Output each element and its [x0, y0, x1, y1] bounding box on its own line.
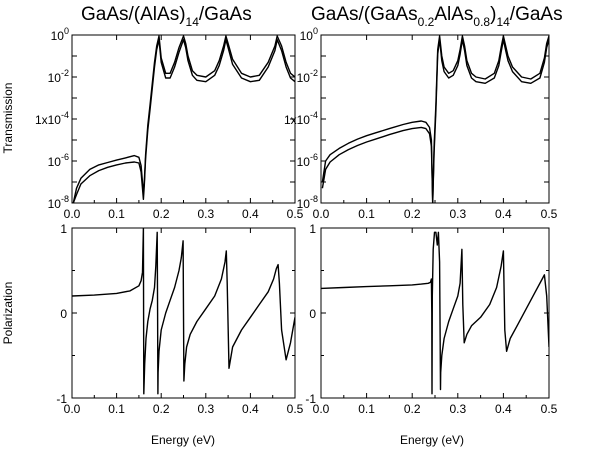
x-tick-label: 0.3: [449, 207, 466, 221]
x-tick-label: 0.1: [108, 207, 125, 221]
y-tick-label: 1: [309, 222, 316, 236]
y-tick-label: 0: [60, 307, 67, 321]
series-line-1: [72, 228, 295, 395]
series-line-1: [72, 35, 295, 203]
x-tick-label: 0.0: [64, 402, 81, 416]
x-tick-label: 0.4: [242, 402, 259, 416]
x-tick-label: 0.5: [287, 207, 304, 221]
x-tick-label: 0.5: [287, 402, 304, 416]
y-tick-label: 10-2: [297, 68, 318, 85]
polarization-plot-right: 0.0 0.1 0.2 0.3 0.4 0.5 -1 0 1: [305, 222, 557, 416]
y-tick-label: 100: [51, 26, 69, 43]
x-tick-label: 0.2: [404, 402, 421, 416]
y-tick-label: 10-6: [297, 152, 318, 169]
x-tick-label: 0.4: [495, 402, 512, 416]
x-axis-label-right: Energy (eV): [400, 433, 464, 447]
y-tick-label: -1: [56, 392, 67, 406]
transmission-plot-left: 0.0 0.1 0.2 0.3 0.4 0.5 10-8 10-6 1x10-4 10-2 100: [35, 26, 304, 221]
x-tick-label: 0.3: [449, 402, 466, 416]
y-tick-label: 1: [60, 222, 67, 236]
plot-frame: [320, 227, 550, 399]
x-tick-label: 0.4: [242, 207, 259, 221]
x-tick-label: 0.0: [64, 207, 81, 221]
x-tick-label: 0.1: [108, 402, 125, 416]
series-line-1: [321, 231, 549, 395]
panel-title-left: GaAs/(AlAs)14/GaAs: [81, 4, 252, 29]
y-tick-label: 10-2: [48, 68, 69, 85]
series-line-1: [321, 35, 549, 203]
y-axis-label-polarization: Polarization: [1, 282, 15, 345]
x-tick-label: 0.3: [197, 402, 214, 416]
x-tick-label: 0.4: [495, 207, 512, 221]
y-tick-label: -1: [305, 392, 316, 406]
series-line-2: [321, 39, 549, 203]
x-tick-label: 0.1: [358, 402, 375, 416]
x-tick-label: 0.1: [358, 207, 375, 221]
x-tick-label: 0.2: [153, 207, 170, 221]
x-tick-label: 0.2: [404, 207, 421, 221]
y-tick-label: 10-6: [48, 152, 69, 169]
y-tick-label: 10-8: [297, 194, 318, 211]
x-tick-label: 0.2: [153, 402, 170, 416]
x-tick-label: 0.0: [313, 207, 330, 221]
x-tick-label: 0.5: [541, 207, 558, 221]
y-tick-label: 1x10-4: [284, 110, 318, 127]
x-tick-label: 0.5: [541, 402, 558, 416]
y-axis-label-transmission: Transmission: [1, 83, 15, 154]
series-line-2: [72, 39, 295, 203]
x-tick-label: 0.3: [197, 207, 214, 221]
panel-title-right: GaAs/(GaAs0.2AlAs0.8)14/GaAs: [311, 4, 563, 29]
x-axis-label-left: Energy (eV): [151, 433, 215, 447]
y-tick-label: 10-8: [48, 194, 69, 211]
plot-frame: [71, 34, 296, 204]
polarization-plot-left: 0.0 0.1 0.2 0.3 0.4 0.5 -1 0 1: [56, 222, 303, 416]
y-tick-label: 0: [309, 307, 316, 321]
y-tick-label: 1x10-4: [35, 110, 69, 127]
x-tick-label: 0.0: [313, 402, 330, 416]
y-tick-label: 100: [300, 26, 318, 43]
